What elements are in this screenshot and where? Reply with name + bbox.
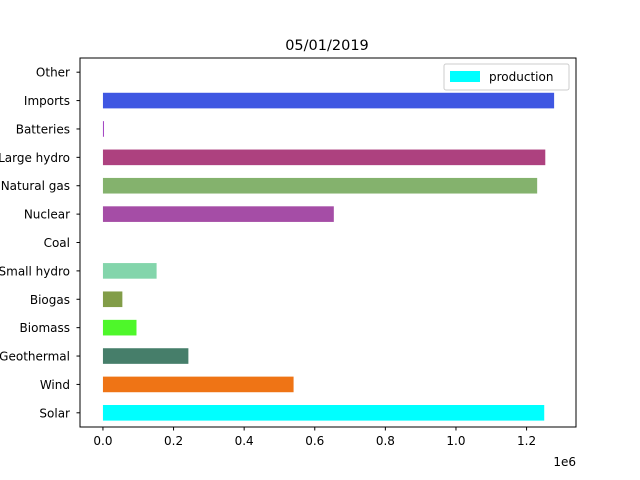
bar-nuclear [102, 206, 334, 222]
bar-wind [102, 376, 294, 393]
x-tick-label: 0.0 [93, 434, 112, 448]
bars-group [102, 92, 555, 421]
bar-natural-gas [102, 177, 538, 194]
y-tick-label: Large hydro [0, 151, 70, 165]
x-axis: 0.0 0.2 0.4 0.6 0.8 1.0 1.2 [93, 427, 536, 448]
bar-solar [102, 405, 545, 421]
legend-swatch [450, 71, 480, 82]
x-tick-label: 0.4 [235, 434, 254, 448]
y-tick-label: Biomass [20, 321, 70, 335]
y-tick-label: Imports [24, 94, 70, 108]
bar-geothermal [102, 348, 189, 364]
bar-batteries [102, 121, 105, 137]
y-tick-label: Natural gas [1, 179, 70, 193]
legend: production [443, 63, 570, 91]
plot-frame [79, 57, 577, 428]
y-tick-label: Small hydro [0, 264, 70, 278]
bar-biogas [102, 291, 123, 308]
legend-label: production [489, 70, 553, 84]
bar-large-hydro [102, 149, 546, 166]
y-tick-label: Biogas [30, 293, 70, 307]
chart-title: 05/01/2019 [285, 38, 369, 54]
y-tick-label: Solar [39, 406, 70, 420]
y-tick-label: Geothermal [0, 350, 70, 364]
x-offset-label: 1e6 [553, 455, 576, 469]
y-tick-label: Other [36, 66, 70, 80]
x-tick-label: 0.8 [376, 434, 395, 448]
y-axis: Solar Wind Geothermal Biomass Biogas Small hy… [0, 66, 80, 420]
bar-imports [102, 92, 555, 109]
y-tick-label: Coal [44, 236, 70, 250]
x-tick-label: 1.2 [517, 434, 536, 448]
legend-frame [443, 63, 570, 91]
bar-small-hydro [102, 263, 157, 279]
x-tick-label: 0.6 [305, 434, 324, 448]
y-tick-label: Nuclear [24, 208, 70, 222]
bar-biomass [102, 319, 137, 336]
x-tick-label: 0.2 [164, 434, 183, 448]
x-tick-label: 1.0 [446, 434, 465, 448]
y-tick-label: Wind [40, 378, 70, 392]
y-tick-label: Batteries [16, 122, 70, 136]
